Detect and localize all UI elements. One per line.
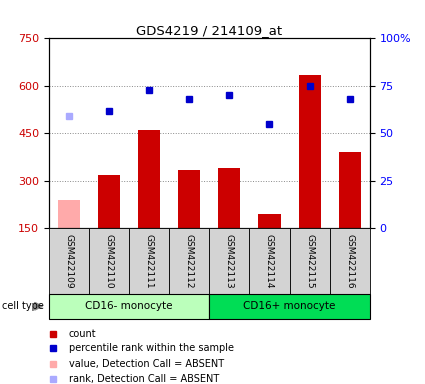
Text: GSM422111: GSM422111	[144, 234, 154, 288]
Bar	[138, 130, 160, 228]
Bar	[339, 152, 361, 228]
Bar	[49, 228, 89, 294]
Text: CD16+ monocyte: CD16+ monocyte	[244, 301, 336, 311]
Bar	[129, 228, 169, 294]
Bar	[169, 228, 209, 294]
Title: GDS4219 / 214109_at: GDS4219 / 214109_at	[136, 24, 282, 37]
Text: cell type: cell type	[2, 301, 44, 311]
Text: GSM422116: GSM422116	[345, 234, 354, 288]
Bar	[258, 214, 280, 228]
Text: GSM422115: GSM422115	[305, 234, 314, 288]
Text: GSM422112: GSM422112	[185, 234, 194, 288]
Bar	[209, 294, 370, 319]
Bar	[178, 170, 200, 228]
Text: GSM422109: GSM422109	[65, 234, 74, 288]
Bar	[89, 228, 129, 294]
Bar	[289, 228, 330, 294]
Bar	[330, 228, 370, 294]
Text: rank, Detection Call = ABSENT: rank, Detection Call = ABSENT	[69, 374, 219, 384]
Text: GSM422113: GSM422113	[225, 234, 234, 288]
Text: percentile rank within the sample: percentile rank within the sample	[69, 343, 234, 353]
Text: GSM422114: GSM422114	[265, 234, 274, 288]
Text: count: count	[69, 329, 96, 339]
Bar	[209, 228, 249, 294]
Bar	[98, 175, 120, 228]
Bar	[249, 228, 289, 294]
Bar	[49, 294, 209, 319]
Bar	[218, 168, 241, 228]
Text: CD16- monocyte: CD16- monocyte	[85, 301, 173, 311]
Text: value, Detection Call = ABSENT: value, Detection Call = ABSENT	[69, 359, 224, 369]
Bar	[58, 200, 80, 228]
Bar	[298, 75, 320, 228]
Text: GSM422110: GSM422110	[105, 234, 113, 288]
